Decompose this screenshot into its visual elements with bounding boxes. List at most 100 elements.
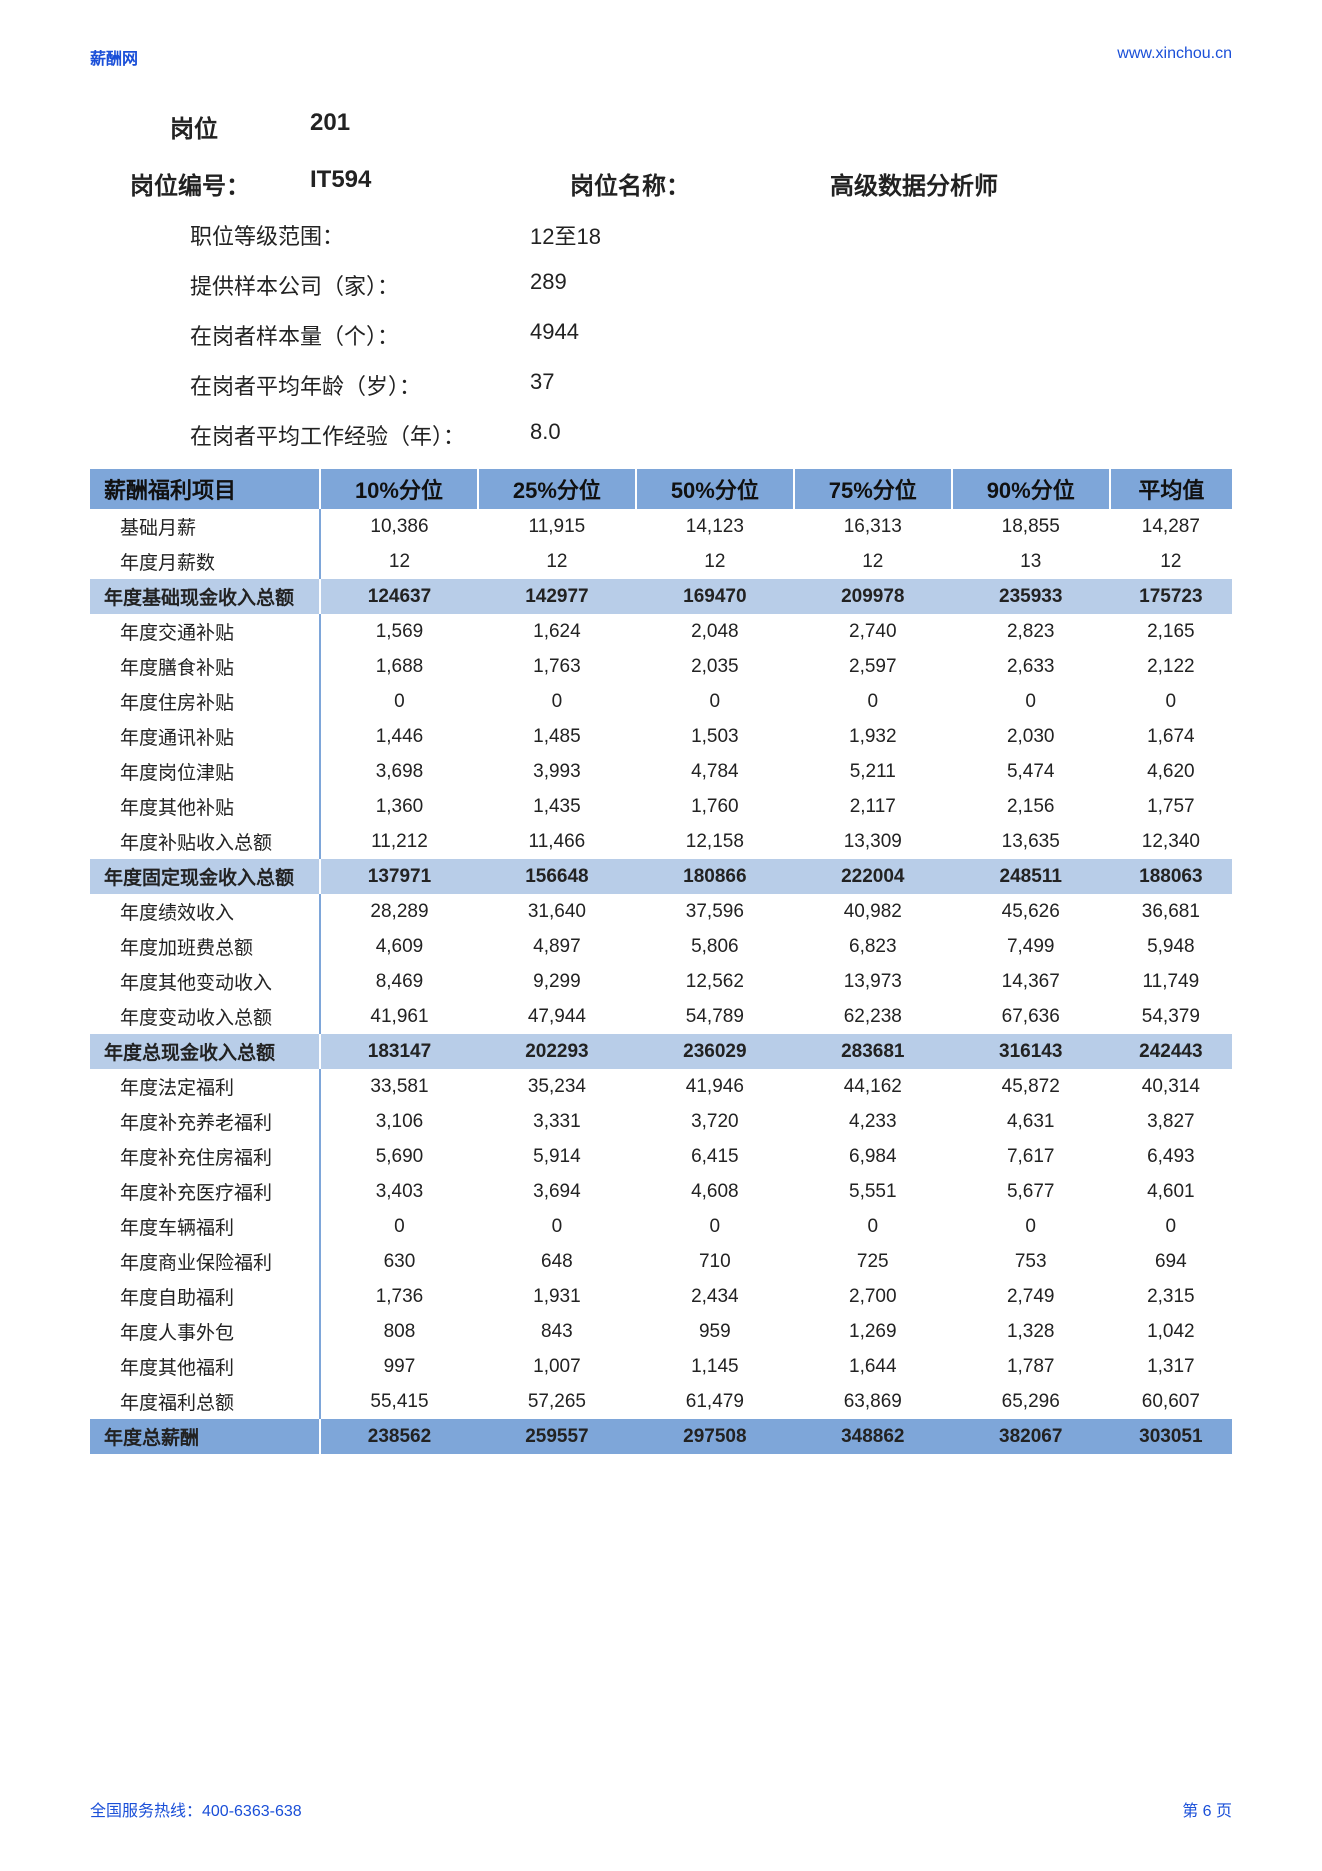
table-cell: 1,360 <box>320 789 478 824</box>
table-cell: 年度变动收入总额 <box>90 999 320 1034</box>
table-cell: 0 <box>478 1209 636 1244</box>
table-cell: 259557 <box>478 1419 636 1454</box>
table-cell: 959 <box>636 1314 794 1349</box>
table-cell: 2,030 <box>952 719 1110 754</box>
table-cell: 1,760 <box>636 789 794 824</box>
table-cell: 36,681 <box>1110 894 1232 929</box>
table-cell: 3,403 <box>320 1174 478 1209</box>
table-cell: 316143 <box>952 1034 1110 1069</box>
header-row-code: 岗位编号： IT594 岗位名称： 高级数据分析师 <box>130 166 1232 201</box>
table-cell: 2,156 <box>952 789 1110 824</box>
table-cell: 6,415 <box>636 1139 794 1174</box>
table-cell: 年度自助福利 <box>90 1279 320 1314</box>
table-cell: 5,677 <box>952 1174 1110 1209</box>
table-cell: 710 <box>636 1244 794 1279</box>
table-cell: 3,331 <box>478 1104 636 1139</box>
table-cell: 61,479 <box>636 1384 794 1419</box>
table-cell: 65,296 <box>952 1384 1110 1419</box>
table-cell: 6,984 <box>794 1139 952 1174</box>
info-value: 8.0 <box>530 419 561 451</box>
table-cell: 283681 <box>794 1034 952 1069</box>
table-cell: 11,466 <box>478 824 636 859</box>
code-label: 岗位编号： <box>130 166 310 201</box>
table-cell: 997 <box>320 1349 478 1384</box>
table-cell: 1,007 <box>478 1349 636 1384</box>
table-cell: 0 <box>478 684 636 719</box>
column-header: 25%分位 <box>478 469 636 509</box>
table-cell: 124637 <box>320 579 478 614</box>
table-cell: 1,688 <box>320 649 478 684</box>
table-cell: 54,379 <box>1110 999 1232 1034</box>
table-cell: 630 <box>320 1244 478 1279</box>
table-cell: 3,694 <box>478 1174 636 1209</box>
table-cell: 67,636 <box>952 999 1110 1034</box>
table-cell: 年度通讯补贴 <box>90 719 320 754</box>
table-row: 年度补充养老福利3,1063,3313,7204,2334,6313,827 <box>90 1104 1232 1139</box>
footer-hotline: 全国服务热线：400-6363-638 <box>90 1797 302 1821</box>
table-cell: 5,914 <box>478 1139 636 1174</box>
site-name[interactable]: 薪酬网 <box>90 45 138 69</box>
table-cell: 694 <box>1110 1244 1232 1279</box>
table-cell: 2,633 <box>952 649 1110 684</box>
table-cell: 12,562 <box>636 964 794 999</box>
info-row: 在岗者平均年龄（岁）：37 <box>190 369 1232 401</box>
info-row: 提供样本公司（家）：289 <box>190 269 1232 301</box>
table-cell: 248511 <box>952 859 1110 894</box>
table-cell: 4,784 <box>636 754 794 789</box>
table-cell: 2,597 <box>794 649 952 684</box>
table-cell: 142977 <box>478 579 636 614</box>
table-cell: 2,165 <box>1110 614 1232 649</box>
table-cell: 2,122 <box>1110 649 1232 684</box>
info-label: 职位等级范围： <box>190 219 530 251</box>
table-cell: 303051 <box>1110 1419 1232 1454</box>
table-cell: 13,973 <box>794 964 952 999</box>
table-cell: 236029 <box>636 1034 794 1069</box>
table-cell: 14,123 <box>636 509 794 544</box>
table-cell: 62,238 <box>794 999 952 1034</box>
table-cell: 年度岗位津贴 <box>90 754 320 789</box>
table-cell: 382067 <box>952 1419 1110 1454</box>
table-cell: 1,317 <box>1110 1349 1232 1384</box>
table-cell: 0 <box>1110 684 1232 719</box>
table-cell: 2,700 <box>794 1279 952 1314</box>
table-cell: 648 <box>478 1244 636 1279</box>
table-cell: 12,158 <box>636 824 794 859</box>
table-cell: 2,749 <box>952 1279 1110 1314</box>
table-cell: 57,265 <box>478 1384 636 1419</box>
info-label: 在岗者平均工作经验（年）： <box>190 419 530 451</box>
table-cell: 年度法定福利 <box>90 1069 320 1104</box>
table-cell: 14,287 <box>1110 509 1232 544</box>
position-label: 岗位 <box>170 109 310 144</box>
table-cell: 4,233 <box>794 1104 952 1139</box>
table-cell: 0 <box>320 1209 478 1244</box>
table-row: 年度通讯补贴1,4461,4851,5031,9322,0301,674 <box>90 719 1232 754</box>
table-cell: 12,340 <box>1110 824 1232 859</box>
info-row: 职位等级范围：12至18 <box>190 219 1232 251</box>
table-cell: 年度绩效收入 <box>90 894 320 929</box>
table-row: 年度变动收入总额41,96147,94454,78962,23867,63654… <box>90 999 1232 1034</box>
name-label: 岗位名称： <box>570 166 830 201</box>
table-cell: 753 <box>952 1244 1110 1279</box>
table-cell: 1,736 <box>320 1279 478 1314</box>
table-row: 年度绩效收入28,28931,64037,59640,98245,62636,6… <box>90 894 1232 929</box>
table-cell: 年度人事外包 <box>90 1314 320 1349</box>
table-cell: 45,872 <box>952 1069 1110 1104</box>
table-cell: 13,635 <box>952 824 1110 859</box>
table-cell: 37,596 <box>636 894 794 929</box>
top-bar: 薪酬网 www.xinchou.cn <box>90 45 1232 69</box>
table-cell: 3,993 <box>478 754 636 789</box>
table-cell: 1,503 <box>636 719 794 754</box>
table-cell: 188063 <box>1110 859 1232 894</box>
table-cell: 10,386 <box>320 509 478 544</box>
table-cell: 年度其他变动收入 <box>90 964 320 999</box>
table-cell: 1,787 <box>952 1349 1110 1384</box>
table-cell: 4,620 <box>1110 754 1232 789</box>
table-cell: 808 <box>320 1314 478 1349</box>
table-cell: 13 <box>952 544 1110 579</box>
table-cell: 35,234 <box>478 1069 636 1104</box>
table-cell: 1,931 <box>478 1279 636 1314</box>
site-url[interactable]: www.xinchou.cn <box>1117 45 1232 69</box>
table-cell: 5,806 <box>636 929 794 964</box>
table-cell: 2,048 <box>636 614 794 649</box>
table-row: 年度补充医疗福利3,4033,6944,6085,5515,6774,601 <box>90 1174 1232 1209</box>
